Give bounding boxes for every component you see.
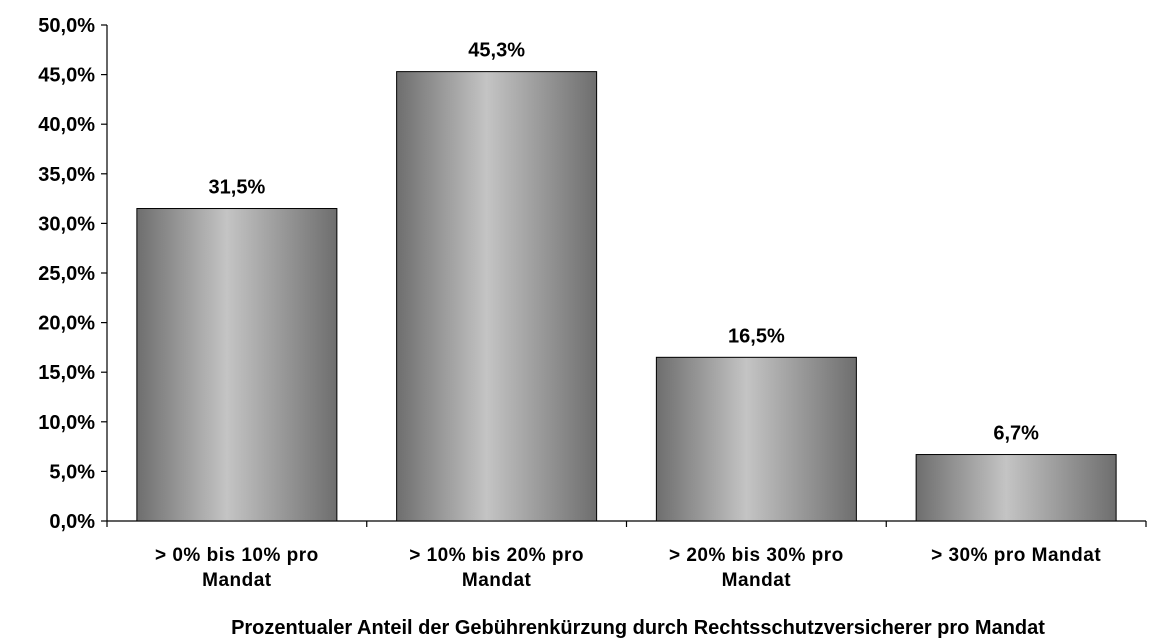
bars (136, 71, 1117, 522)
y-tick-label: 35,0% (38, 164, 95, 186)
data-label: 6,7% (993, 423, 1039, 445)
y-axis: 0,0% 5,0% 10,0% 15,0% 20,0% 25,0% 30,0% 35,0% 40… (38, 15, 108, 533)
bar (915, 454, 1117, 522)
y-tick-label: 40,0% (38, 114, 95, 136)
y-tick-label: 50,0% (38, 15, 95, 37)
x-axis-title: Prozentualer Anteil der Gebührenkürzung … (231, 617, 1045, 639)
data-labels: 31,5% 45,3% 16,5% 6,7% (209, 40, 1040, 445)
y-tick-label: 10,0% (38, 412, 95, 434)
data-label: 45,3% (468, 40, 525, 62)
y-tick-label: 30,0% (38, 213, 95, 235)
x-tick-label: > 0% bis 10% pro Mandat (155, 545, 319, 591)
y-tick-label: 25,0% (38, 263, 95, 285)
x-tick-label: > 20% bis 30% pro Mandat (669, 545, 844, 591)
bar (136, 208, 338, 522)
x-axis (106, 520, 1147, 527)
y-tick-label: 20,0% (38, 313, 95, 335)
x-tick-label: > 10% bis 20% pro Mandat (409, 545, 584, 591)
y-tick-label: 15,0% (38, 362, 95, 384)
y-tick-label: 45,0% (38, 65, 95, 87)
y-tick-label: 0,0% (49, 511, 95, 533)
x-tick-label: > 30% pro Mandat (931, 545, 1101, 566)
y-tick-label: 5,0% (49, 461, 95, 483)
category-labels: > 0% bis 10% pro Mandat > 10% bis 20% pro M… (155, 545, 1101, 591)
bar (655, 356, 857, 522)
bar (396, 71, 598, 522)
data-label: 16,5% (728, 325, 785, 347)
data-label: 31,5% (209, 177, 266, 199)
